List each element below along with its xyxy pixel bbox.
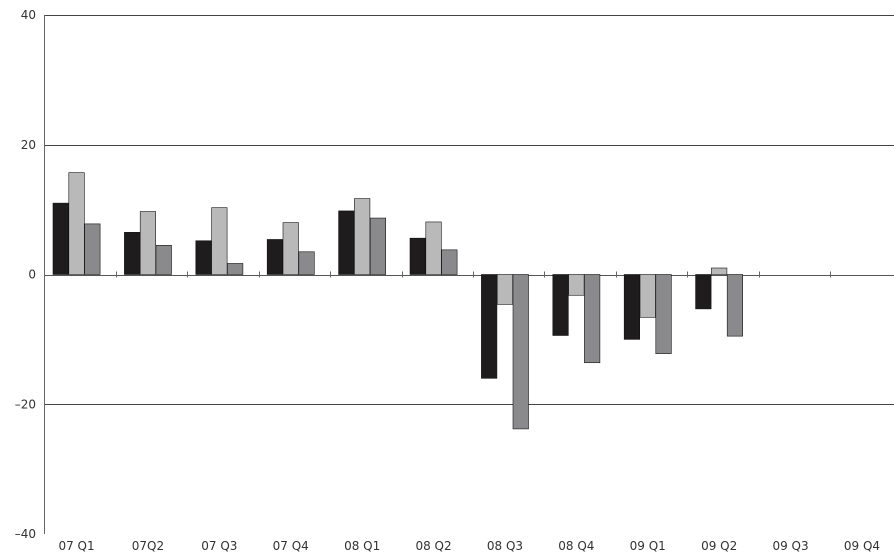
bar-series-2-6 [425, 221, 442, 275]
bar-series-3-5 [369, 217, 387, 275]
grid-layer [44, 15, 894, 405]
bar-series-1-2 [124, 232, 141, 275]
bar-series-3-2 [155, 245, 172, 275]
bar-series-1-4 [266, 239, 284, 275]
bar-series-3-7 [512, 274, 529, 430]
bar-series-1-7 [481, 274, 498, 379]
bar-series-2-9 [639, 274, 656, 318]
bar-series-3-3 [227, 263, 244, 275]
x-tick-label: 07 Q3 [201, 539, 237, 553]
bar-series-2-4 [282, 222, 299, 275]
bar-series-2-2 [139, 211, 156, 275]
bars-layer [52, 172, 744, 430]
bar-series-1-9 [623, 274, 641, 340]
bar-series-3-4 [298, 251, 315, 275]
x-tick-label: 08 Q1 [344, 539, 380, 553]
x-tick-label: 08 Q2 [415, 539, 451, 553]
x-tick-label: 09 Q4 [844, 539, 880, 553]
bar-series-2-3 [211, 207, 228, 275]
y-tick-label: –40 [15, 527, 36, 541]
bar-series-2-10 [711, 267, 728, 275]
x-tick-label: 08 Q3 [487, 539, 523, 553]
x-tick-label: 09 Q3 [772, 539, 808, 553]
y-tick-label: –20 [15, 397, 36, 411]
bar-series-3-8 [584, 274, 601, 364]
x-tick-label: 07 Q1 [58, 539, 94, 553]
bar-series-1-8 [552, 274, 569, 336]
axis-layer [44, 15, 831, 534]
x-tick-label: 09 Q2 [701, 539, 737, 553]
labels-layer: 40 20 0 –20 –40 07 Q1 07Q2 07 Q3 07 Q4 08 Q1 08 Q2… [15, 8, 880, 553]
x-tick-label: 09 Q1 [630, 539, 666, 553]
x-tick-label: 08 Q4 [558, 539, 594, 553]
bar-series-1-5 [338, 210, 355, 275]
bar-series-3-10 [726, 274, 744, 337]
y-tick-label: 20 [21, 138, 36, 152]
bar-series-1-10 [695, 274, 712, 310]
bar-series-2-7 [496, 274, 514, 305]
bar-series-2-1 [68, 172, 85, 275]
y-tick-label: 40 [21, 8, 36, 22]
x-tick-label: 07 Q4 [273, 539, 309, 553]
bar-series-2-5 [354, 198, 371, 275]
y-tick-label: 0 [28, 268, 36, 282]
x-tick-label: 07Q2 [132, 539, 164, 553]
bar-series-1-6 [409, 237, 426, 275]
bar-series-3-1 [84, 223, 101, 275]
bar-series-1-1 [52, 202, 69, 275]
bar-series-1-3 [195, 240, 212, 275]
bar-series-2-8 [568, 274, 585, 296]
bar-series-3-9 [655, 274, 672, 354]
bar-series-3-6 [441, 249, 458, 275]
